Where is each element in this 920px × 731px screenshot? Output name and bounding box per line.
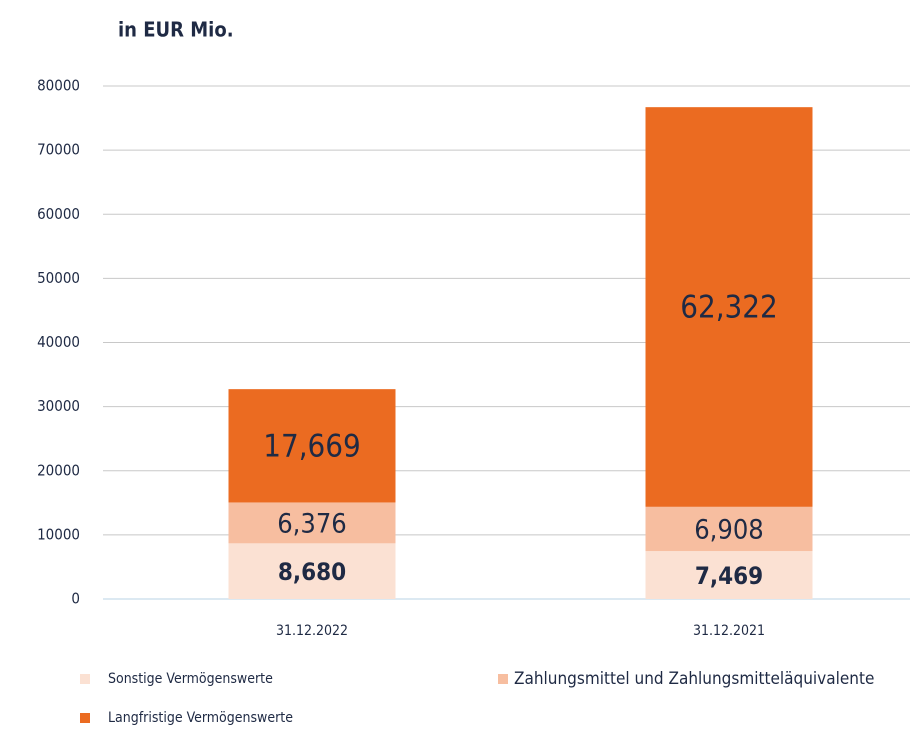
data-label: 17,669: [263, 428, 361, 464]
legend-swatch: [80, 713, 90, 723]
data-label: 7,469: [695, 562, 763, 590]
bar-segment: [645, 551, 813, 599]
bar-segment: [228, 543, 396, 599]
data-label: 6,376: [277, 508, 347, 539]
legend-label: Zahlungsmittel und Zahlungsmitteläquival…: [514, 669, 874, 689]
y-tick-label: 0: [71, 590, 80, 608]
legend-swatch: [80, 674, 90, 684]
x-tick-label: 31.12.2022: [276, 623, 348, 639]
data-label: 6,908: [694, 514, 764, 545]
bar-segment: [228, 502, 396, 544]
y-tick-label: 60000: [37, 205, 80, 223]
legend-label: Langfristige Vermögenswerte: [108, 710, 293, 726]
y-tick-label: 30000: [37, 397, 80, 415]
chart-title: in EUR Mio.: [118, 18, 234, 42]
data-label: 62,322: [680, 289, 778, 325]
y-tick-label: 50000: [37, 269, 80, 287]
bar-segment: [228, 389, 396, 503]
y-tick-label: 20000: [37, 461, 80, 479]
data-label: 8,680: [278, 558, 346, 586]
legend-label: Sonstige Vermögenswerte: [108, 671, 273, 687]
legend-swatch: [498, 674, 508, 684]
y-tick-label: 70000: [37, 141, 80, 159]
y-tick-label: 80000: [37, 77, 80, 95]
bar-segment: [645, 107, 813, 507]
y-tick-label: 40000: [37, 333, 80, 351]
x-tick-label: 31.12.2021: [693, 623, 765, 639]
y-tick-label: 10000: [37, 525, 80, 543]
bar-segment: [645, 506, 813, 552]
